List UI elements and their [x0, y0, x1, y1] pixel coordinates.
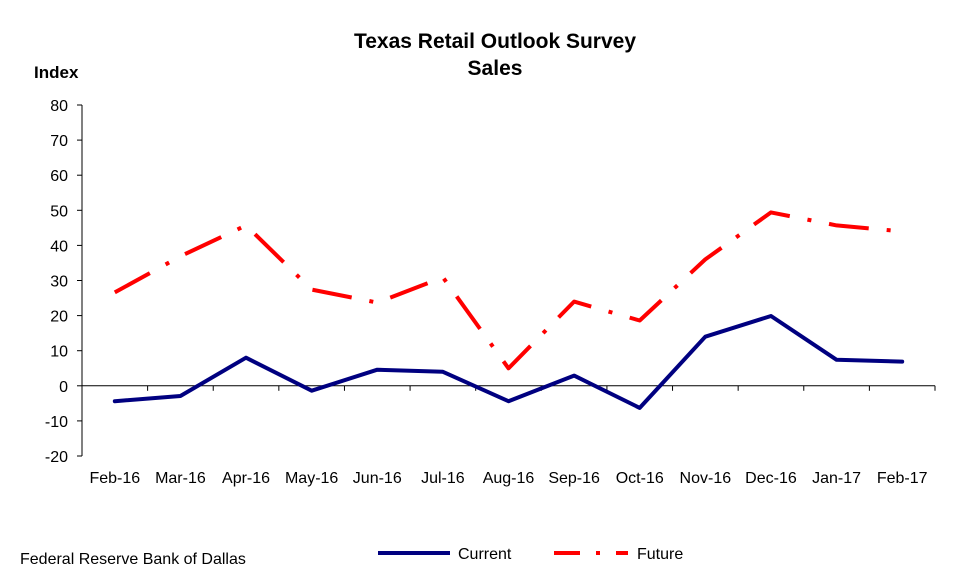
y-tick-label: -20: [45, 449, 68, 466]
y-tick-label: 10: [50, 344, 68, 361]
y-tick-label: -10: [45, 414, 68, 431]
x-tick-label: Feb-17: [877, 470, 928, 487]
y-tick-label: 60: [50, 168, 68, 185]
series-line-current: [112, 314, 905, 410]
x-tick-label: Mar-16: [155, 470, 206, 487]
y-tick-label: 20: [50, 309, 68, 326]
x-tick-label: Sep-16: [548, 470, 600, 487]
x-tick-label: Jun-16: [353, 470, 402, 487]
legend-label-future: Future: [637, 546, 683, 563]
y-tick-label: 80: [50, 98, 68, 115]
y-tick-label: 70: [50, 133, 68, 150]
y-tick-label: 40: [50, 238, 68, 255]
series-line-future: [113, 210, 903, 371]
y-tick-label: 0: [59, 379, 68, 396]
chart-axes: -20 -10 0 10 20 30 40 50 60 70 80 Feb-16 Mar-16 Apr-1…: [45, 98, 936, 487]
source-credit: Federal Reserve Bank of Dallas: [20, 551, 246, 568]
chart-series: [112, 210, 905, 410]
x-tick-label: Nov-16: [680, 470, 732, 487]
y-tick-label: 50: [50, 203, 68, 220]
y-axis-label: Index: [34, 63, 79, 82]
x-tick-label: Jan-17: [812, 470, 861, 487]
x-tick-label: Apr-16: [222, 470, 270, 487]
x-tick-label: Feb-16: [89, 470, 140, 487]
x-tick-label: Dec-16: [745, 470, 797, 487]
chart-legend: Current Future: [378, 546, 683, 563]
legend-label-current: Current: [458, 546, 512, 563]
x-tick-label: Aug-16: [483, 470, 535, 487]
y-tick-label: 30: [50, 274, 68, 291]
x-tick-label: Jul-16: [421, 470, 465, 487]
x-tick-label: May-16: [285, 470, 338, 487]
chart-subtitle: Sales: [467, 57, 523, 80]
chart-title-main: Texas Retail Outlook Survey: [353, 30, 637, 53]
chart-title: Texas Retail Outlook Survey Sales: [0, 28, 980, 82]
x-tick-label: Oct-16: [616, 470, 664, 487]
